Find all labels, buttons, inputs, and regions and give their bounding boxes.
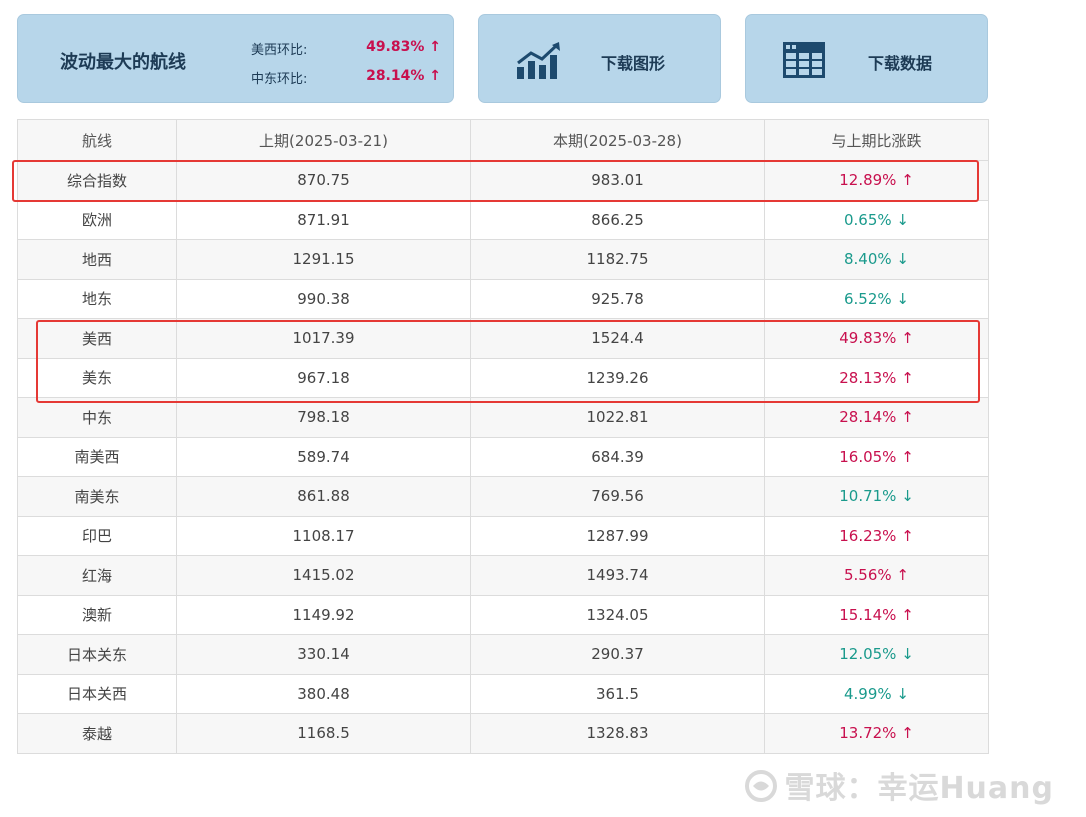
table-header-row: 航线 上期(2025-03-21) 本期(2025-03-28) 与上期比涨跌 bbox=[17, 119, 989, 161]
previous-value-cell: 990.38 bbox=[176, 278, 471, 319]
previous-value-cell: 1108.17 bbox=[176, 515, 471, 556]
highlight-box-composite bbox=[12, 160, 979, 202]
table-row: 澳新 1149.92 1324.05 15.14% ↑ bbox=[17, 594, 989, 635]
change-cell: 5.56% ↑ bbox=[764, 555, 989, 596]
change-cell: 28.13% ↑ bbox=[764, 357, 989, 398]
volatile-value: 49.83% ↑ bbox=[366, 39, 441, 55]
watermark-text: 雪球：幸运Huang bbox=[784, 771, 1054, 806]
route-cell: 地东 bbox=[17, 278, 177, 319]
previous-value-cell: 798.18 bbox=[176, 397, 471, 438]
route-index-table: 航线 上期(2025-03-21) 本期(2025-03-28) 与上期比涨跌 … bbox=[17, 119, 989, 754]
volatile-route-card: 波动最大的航线 美西环比: 49.83% ↑ 中东环比: 28.14% ↑ bbox=[17, 14, 454, 103]
route-cell: 印巴 bbox=[17, 515, 177, 556]
previous-value-cell: 1168.5 bbox=[176, 713, 471, 754]
change-cell: 13.72% ↑ bbox=[764, 713, 989, 754]
change-cell: 4.99% ↓ bbox=[764, 673, 989, 714]
current-value-cell: 983.01 bbox=[470, 160, 765, 201]
change-cell: 49.83% ↑ bbox=[764, 318, 989, 359]
change-cell: 12.89% ↑ bbox=[764, 160, 989, 201]
table-row: 印巴 1108.17 1287.99 16.23% ↑ bbox=[17, 515, 989, 556]
table-body: 综合指数 870.75 983.01 12.89% ↑ 欧洲 871.91 866.25 0.… bbox=[17, 160, 989, 754]
change-cell: 0.65% ↓ bbox=[764, 199, 989, 240]
download-chart-label: 下载图形 bbox=[601, 54, 666, 73]
table-row: 中东 798.18 1022.81 28.14% ↑ bbox=[17, 397, 989, 438]
route-cell: 日本关东 bbox=[17, 634, 177, 675]
previous-value-cell: 1415.02 bbox=[176, 555, 471, 596]
table-row: 日本关西 380.48 361.5 4.99% ↓ bbox=[17, 673, 989, 714]
table-icon bbox=[782, 41, 826, 83]
table-row: 南美东 861.88 769.56 10.71% ↓ bbox=[17, 476, 989, 517]
current-value-cell: 925.78 bbox=[470, 278, 765, 319]
current-value-cell: 361.5 bbox=[470, 673, 765, 714]
previous-value-cell: 330.14 bbox=[176, 634, 471, 675]
header-route: 航线 bbox=[17, 119, 177, 161]
current-value-cell: 684.39 bbox=[470, 436, 765, 477]
route-cell: 澳新 bbox=[17, 594, 177, 635]
change-cell: 15.14% ↑ bbox=[764, 594, 989, 635]
download-chart-button[interactable]: 下载图形 bbox=[478, 14, 721, 103]
table-row: 美东 967.18 1239.26 28.13% ↑ bbox=[17, 357, 989, 398]
table-row: 欧洲 871.91 866.25 0.65% ↓ bbox=[17, 199, 989, 240]
previous-value-cell: 589.74 bbox=[176, 436, 471, 477]
change-cell: 16.05% ↑ bbox=[764, 436, 989, 477]
volatile-label: 中东环比: bbox=[251, 72, 308, 87]
previous-value-cell: 1291.15 bbox=[176, 239, 471, 280]
current-value-cell: 290.37 bbox=[470, 634, 765, 675]
table-row: 美西 1017.39 1524.4 49.83% ↑ bbox=[17, 318, 989, 359]
change-cell: 16.23% ↑ bbox=[764, 515, 989, 556]
previous-value-cell: 861.88 bbox=[176, 476, 471, 517]
current-value-cell: 769.56 bbox=[470, 476, 765, 517]
change-cell: 28.14% ↑ bbox=[764, 397, 989, 438]
table-row: 综合指数 870.75 983.01 12.89% ↑ bbox=[17, 160, 989, 201]
table-row: 红海 1415.02 1493.74 5.56% ↑ bbox=[17, 555, 989, 596]
previous-value-cell: 1017.39 bbox=[176, 318, 471, 359]
change-cell: 8.40% ↓ bbox=[764, 239, 989, 280]
snowball-logo-icon bbox=[744, 769, 778, 811]
route-cell: 欧洲 bbox=[17, 199, 177, 240]
route-cell: 红海 bbox=[17, 555, 177, 596]
previous-value-cell: 967.18 bbox=[176, 357, 471, 398]
table-row: 日本关东 330.14 290.37 12.05% ↓ bbox=[17, 634, 989, 675]
route-cell: 美东 bbox=[17, 357, 177, 398]
table-row: 南美西 589.74 684.39 16.05% ↑ bbox=[17, 436, 989, 477]
route-cell: 泰越 bbox=[17, 713, 177, 754]
previous-value-cell: 871.91 bbox=[176, 199, 471, 240]
current-value-cell: 1324.05 bbox=[470, 594, 765, 635]
change-cell: 12.05% ↓ bbox=[764, 634, 989, 675]
route-cell: 地西 bbox=[17, 239, 177, 280]
current-value-cell: 1493.74 bbox=[470, 555, 765, 596]
route-cell: 综合指数 bbox=[17, 160, 177, 201]
route-cell: 中东 bbox=[17, 397, 177, 438]
current-value-cell: 1524.4 bbox=[470, 318, 765, 359]
volatile-value: 28.14% ↑ bbox=[366, 68, 441, 84]
volatile-route-title: 波动最大的航线 bbox=[60, 52, 186, 73]
route-cell: 南美西 bbox=[17, 436, 177, 477]
current-value-cell: 1239.26 bbox=[470, 357, 765, 398]
route-cell: 美西 bbox=[17, 318, 177, 359]
previous-value-cell: 380.48 bbox=[176, 673, 471, 714]
previous-value-cell: 870.75 bbox=[176, 160, 471, 201]
change-cell: 10.71% ↓ bbox=[764, 476, 989, 517]
previous-value-cell: 1149.92 bbox=[176, 594, 471, 635]
highlight-box-us-routes bbox=[36, 320, 980, 403]
watermark: 雪球：幸运Huang bbox=[744, 763, 1054, 811]
route-cell: 日本关西 bbox=[17, 673, 177, 714]
table-row: 地西 1291.15 1182.75 8.40% ↓ bbox=[17, 239, 989, 280]
header-change: 与上期比涨跌 bbox=[764, 119, 989, 161]
table-row: 地东 990.38 925.78 6.52% ↓ bbox=[17, 278, 989, 319]
header-previous: 上期(2025-03-21) bbox=[176, 119, 471, 161]
current-value-cell: 1022.81 bbox=[470, 397, 765, 438]
current-value-cell: 1182.75 bbox=[470, 239, 765, 280]
header-current: 本期(2025-03-28) bbox=[470, 119, 765, 161]
current-value-cell: 866.25 bbox=[470, 199, 765, 240]
volatile-label: 美西环比: bbox=[251, 43, 308, 58]
current-value-cell: 1328.83 bbox=[470, 713, 765, 754]
download-data-button[interactable]: 下载数据 bbox=[745, 14, 988, 103]
change-cell: 6.52% ↓ bbox=[764, 278, 989, 319]
current-value-cell: 1287.99 bbox=[470, 515, 765, 556]
route-cell: 南美东 bbox=[17, 476, 177, 517]
table-row: 泰越 1168.5 1328.83 13.72% ↑ bbox=[17, 713, 989, 754]
download-data-label: 下载数据 bbox=[868, 54, 933, 73]
bar-chart-icon bbox=[515, 41, 563, 85]
